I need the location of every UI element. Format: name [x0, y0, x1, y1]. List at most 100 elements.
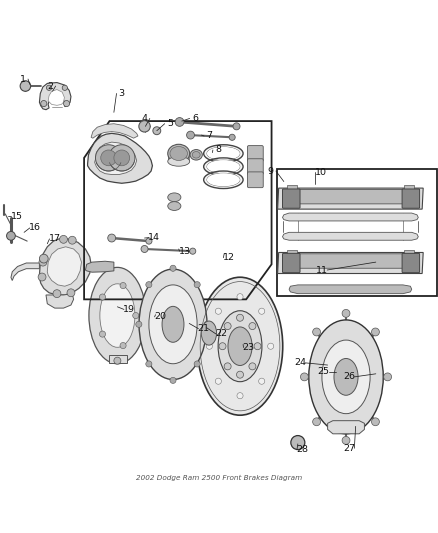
Circle shape [237, 393, 243, 399]
Ellipse shape [313, 328, 321, 336]
Circle shape [60, 236, 67, 243]
Polygon shape [278, 188, 423, 209]
Circle shape [249, 363, 256, 370]
Circle shape [237, 314, 244, 321]
Ellipse shape [162, 306, 184, 342]
Ellipse shape [207, 173, 240, 187]
Text: 25: 25 [317, 367, 329, 376]
Text: 1: 1 [20, 75, 26, 84]
FancyBboxPatch shape [283, 189, 300, 208]
Text: 9: 9 [268, 166, 274, 175]
Ellipse shape [309, 320, 383, 434]
Circle shape [141, 246, 148, 253]
Ellipse shape [334, 359, 358, 395]
Circle shape [153, 127, 161, 135]
Circle shape [146, 361, 152, 367]
Ellipse shape [201, 321, 216, 345]
Ellipse shape [168, 201, 181, 211]
Text: 27: 27 [343, 444, 355, 453]
Text: 8: 8 [215, 146, 221, 155]
Circle shape [20, 81, 31, 91]
Circle shape [187, 131, 194, 139]
FancyBboxPatch shape [247, 172, 263, 188]
Circle shape [254, 343, 261, 350]
Circle shape [175, 118, 184, 126]
Circle shape [229, 134, 235, 140]
Ellipse shape [300, 373, 308, 381]
Text: 13: 13 [179, 247, 191, 256]
Polygon shape [47, 247, 81, 286]
Text: 20: 20 [154, 312, 166, 321]
Polygon shape [404, 250, 414, 254]
Text: 28: 28 [296, 445, 308, 454]
Circle shape [109, 145, 135, 171]
Circle shape [194, 361, 200, 367]
Ellipse shape [204, 171, 243, 189]
Text: 3: 3 [119, 89, 125, 98]
Ellipse shape [342, 310, 350, 317]
Text: 12: 12 [223, 253, 235, 262]
Circle shape [99, 294, 106, 300]
Circle shape [38, 273, 46, 281]
Text: 10: 10 [314, 168, 327, 177]
Polygon shape [283, 232, 418, 240]
Circle shape [95, 145, 122, 171]
Polygon shape [11, 263, 39, 280]
Ellipse shape [190, 150, 202, 160]
Circle shape [258, 378, 265, 384]
Circle shape [68, 236, 76, 244]
Ellipse shape [204, 145, 243, 162]
Circle shape [67, 289, 75, 297]
Ellipse shape [371, 418, 379, 426]
Circle shape [215, 308, 222, 314]
Ellipse shape [197, 277, 283, 415]
Circle shape [114, 357, 121, 364]
Circle shape [224, 363, 231, 370]
Polygon shape [289, 285, 412, 294]
Text: 11: 11 [316, 265, 328, 274]
Ellipse shape [371, 328, 379, 336]
Circle shape [46, 85, 52, 91]
Circle shape [268, 343, 274, 349]
Circle shape [170, 265, 176, 271]
Polygon shape [48, 90, 64, 106]
Circle shape [219, 343, 226, 350]
Polygon shape [88, 133, 152, 183]
Circle shape [146, 281, 152, 288]
Circle shape [108, 234, 116, 242]
Circle shape [146, 238, 152, 244]
Circle shape [39, 258, 47, 266]
Polygon shape [404, 185, 414, 189]
Ellipse shape [204, 158, 243, 175]
FancyBboxPatch shape [283, 253, 300, 273]
Polygon shape [46, 294, 74, 308]
Polygon shape [95, 142, 137, 174]
Circle shape [136, 321, 142, 327]
Circle shape [114, 150, 130, 166]
FancyBboxPatch shape [402, 253, 420, 273]
Circle shape [139, 120, 150, 132]
Text: 14: 14 [148, 233, 160, 242]
Ellipse shape [207, 147, 240, 160]
Ellipse shape [168, 157, 190, 166]
Polygon shape [85, 261, 114, 272]
Circle shape [7, 231, 15, 240]
Text: 4: 4 [141, 114, 148, 123]
Circle shape [224, 322, 231, 329]
Circle shape [206, 343, 212, 349]
Polygon shape [109, 355, 127, 363]
Ellipse shape [168, 193, 181, 201]
Circle shape [133, 312, 139, 319]
Circle shape [249, 322, 256, 329]
FancyBboxPatch shape [402, 189, 420, 208]
Ellipse shape [89, 268, 146, 364]
Circle shape [258, 308, 265, 314]
Circle shape [291, 435, 305, 449]
Circle shape [39, 254, 48, 263]
Circle shape [120, 343, 126, 349]
Circle shape [99, 331, 106, 337]
Ellipse shape [218, 311, 262, 382]
Circle shape [194, 281, 200, 288]
Ellipse shape [384, 373, 392, 381]
Circle shape [237, 371, 244, 378]
